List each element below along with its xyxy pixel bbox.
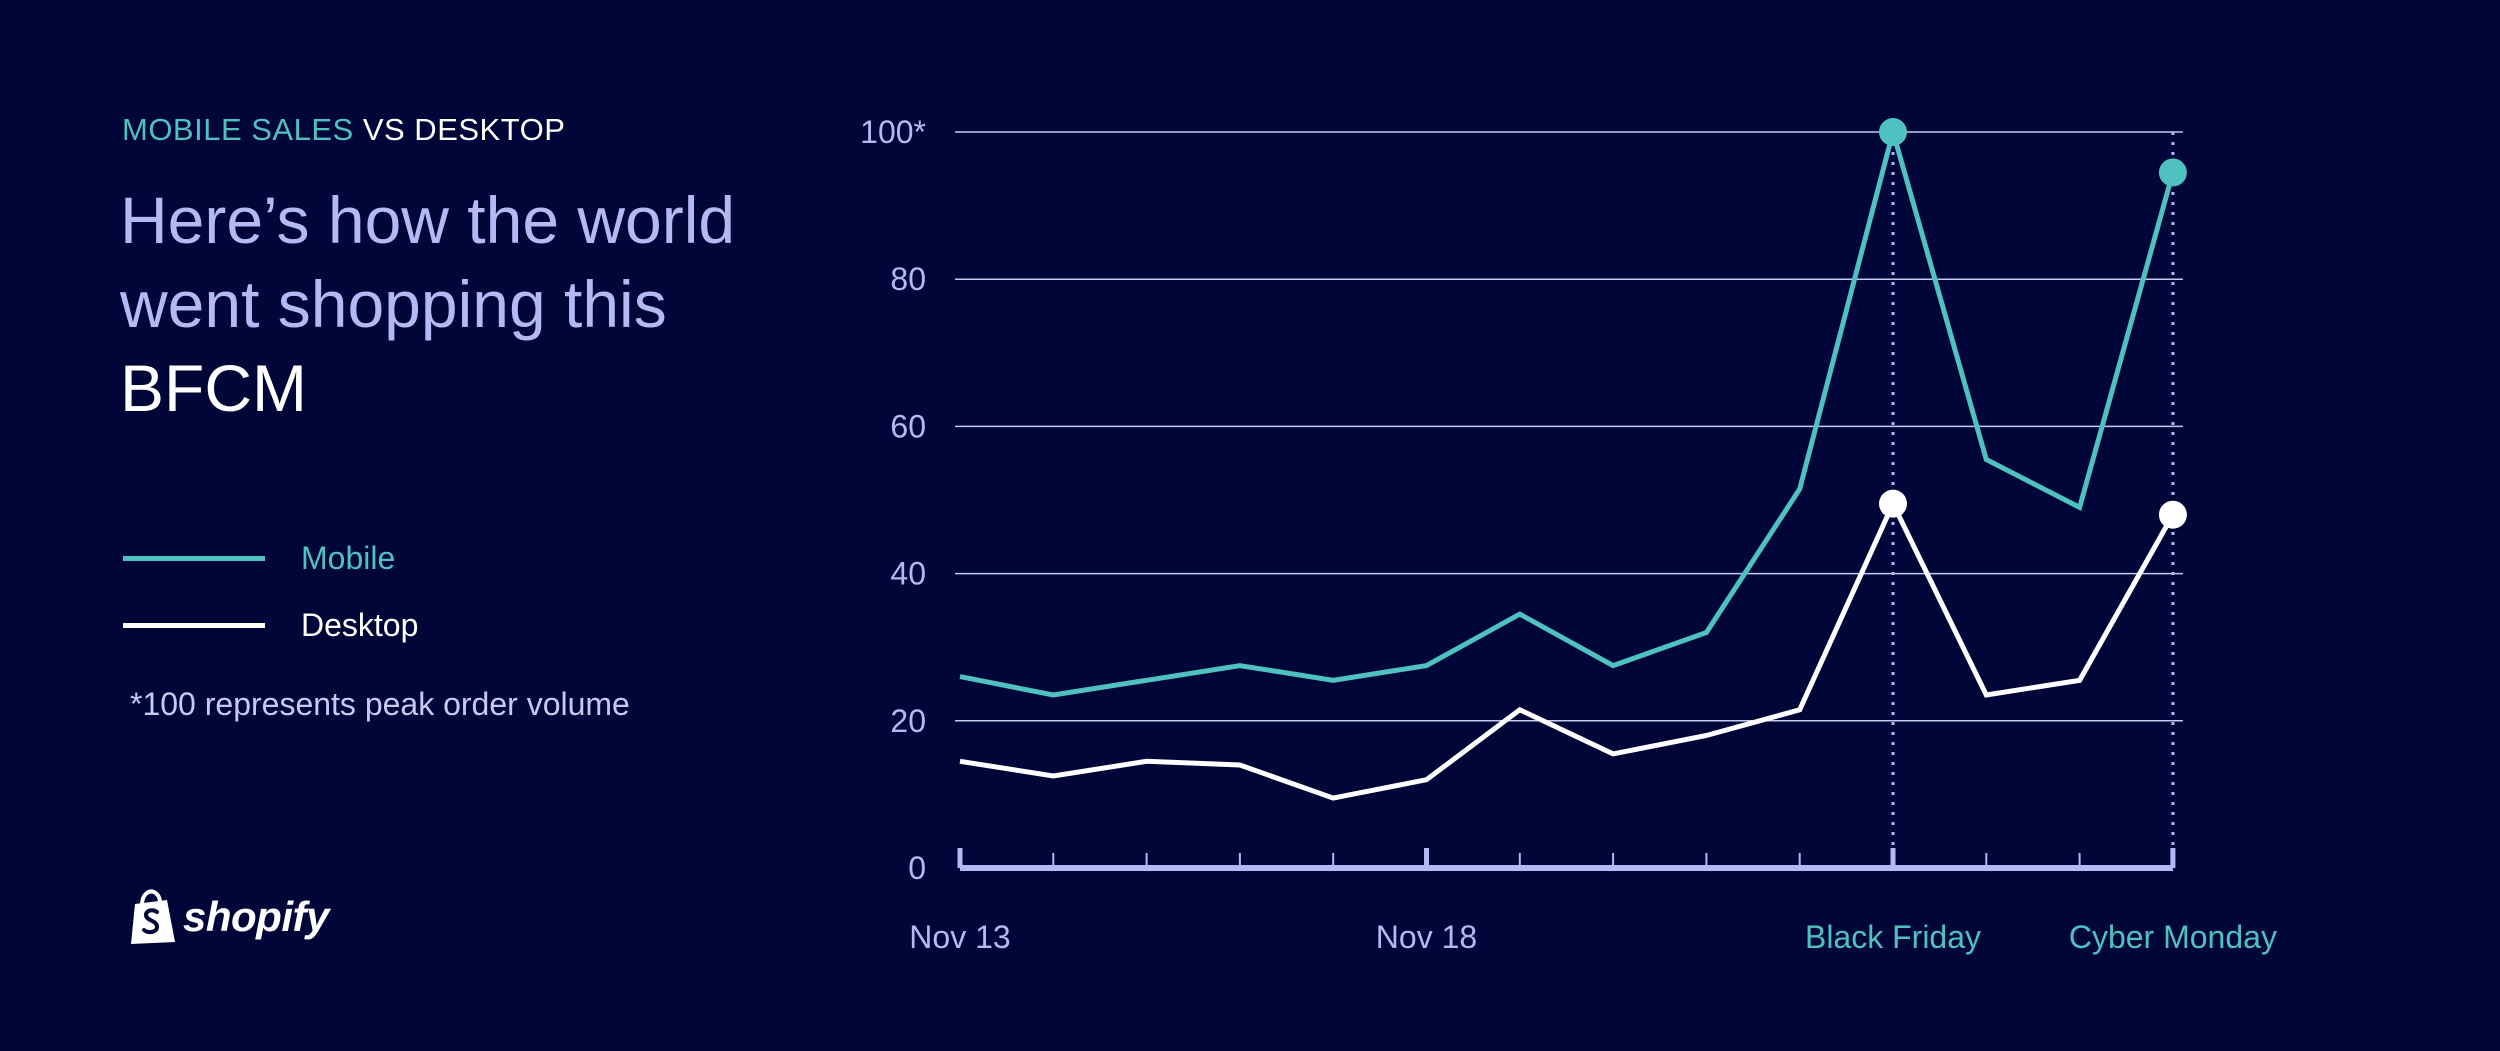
marker-mobile-10 [1879, 118, 1907, 146]
grid-layer [955, 131, 2183, 722]
page-title: Here’s how the world went shopping this … [120, 178, 820, 430]
guide-layer [1891, 132, 2175, 868]
footnote: *100 represents peak order volume [130, 686, 630, 722]
shopify-bag-icon [131, 889, 175, 944]
label-layer: 0 20 40 60 80 100* Nov 13 Nov 18 Black Friday Cyb… [860, 114, 2277, 955]
y-tick-label-60: 60 [890, 408, 926, 444]
legend-label-desktop: Desktop [301, 606, 419, 643]
title-line: Here’s how the world went shopping this [120, 183, 736, 341]
y-tick-label-20: 20 [890, 703, 926, 739]
y-tick-label-80: 80 [890, 261, 926, 297]
brand-wordmark: shopify [183, 893, 329, 940]
x-tick-label-13: Cyber Monday [2069, 919, 2277, 955]
series-layer [959, 122, 2176, 801]
y-tick-label-40: 40 [890, 556, 926, 592]
marker-desktop-10 [1879, 489, 1907, 518]
y-tick-label-0: 0 [908, 850, 926, 886]
marker-desktop-13 [2158, 500, 2187, 529]
x-tick-label-10: Black Friday [1805, 919, 1981, 955]
legend-item-desktop: Desktop [123, 605, 418, 645]
shopify-logo: shopify [127, 888, 329, 946]
eyebrow-vs-desktop: VS DESKTOP [362, 112, 566, 147]
x-tick-label-5: Nov 18 [1376, 919, 1477, 955]
legend-item-mobile: Mobile [123, 538, 395, 578]
y-tick-label-100: 100* [860, 114, 926, 150]
series-line-desktop [959, 497, 2176, 801]
eyebrow-mobile-sales: MOBILE SALES [122, 112, 354, 147]
x-axis [957, 848, 2176, 871]
legend-swatch-desktop [123, 622, 265, 628]
title-emphasis: BFCM [120, 351, 307, 425]
series-line-mobile [959, 122, 2176, 698]
marker-layer [1879, 118, 2187, 529]
legend-swatch-mobile [123, 555, 265, 561]
marker-mobile-13 [2158, 158, 2187, 187]
x-tick-label-0: Nov 13 [909, 919, 1010, 955]
legend-label-mobile: Mobile [301, 539, 396, 576]
chart-eyebrow: MOBILE SALES VS DESKTOP [122, 112, 565, 148]
